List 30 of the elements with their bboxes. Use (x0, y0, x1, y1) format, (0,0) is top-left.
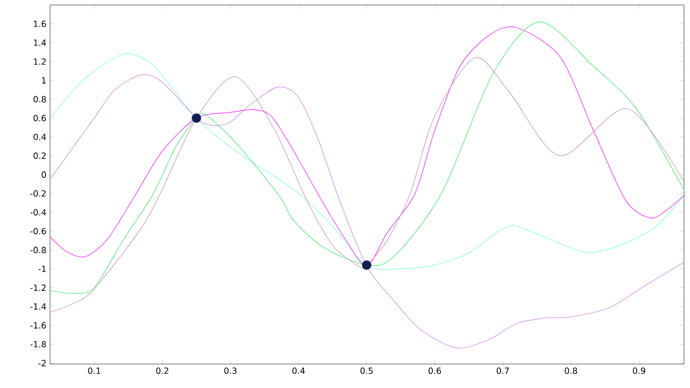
x-tick-label: 0.5 (360, 368, 373, 374)
y-tick-label: 1.2 (34, 58, 46, 65)
line-series (50, 57, 684, 312)
y-tick-label: -1.4 (30, 303, 46, 310)
y-tick-label: -1.2 (30, 284, 46, 291)
y-tick-label: 1 (42, 77, 46, 84)
y-tick-label: -1.6 (30, 322, 46, 329)
x-tick-label: 0.6 (428, 368, 441, 374)
x-tick-label: 0.1 (88, 368, 100, 374)
line-series (50, 74, 684, 348)
y-tick-label: -0.2 (30, 190, 46, 197)
y-tick-label: -1.8 (30, 341, 46, 348)
y-tick-label: 0.6 (34, 114, 46, 122)
y-tick-label: -0.6 (30, 228, 46, 234)
y-tick-label: 0 (42, 171, 46, 178)
y-tick-label: 0.2 (34, 152, 46, 159)
y-tick-label: 0.8 (34, 96, 46, 102)
y-tick-label: -2 (38, 360, 46, 366)
y-tick-label: 1.4 (34, 40, 46, 46)
x-tick-label: 0.9 (632, 368, 646, 374)
y-tick-label: -0.8 (30, 246, 46, 254)
x-tick-label: 0.3 (224, 368, 237, 374)
x-tick-label: 0.7 (496, 368, 509, 374)
x-tick-label: 0.8 (564, 368, 578, 374)
x-tick-label: 0.4 (292, 368, 305, 374)
y-tick-label: -0.4 (30, 209, 46, 216)
y-tick-label: 1.6 (34, 20, 46, 28)
y-tick-label: -1 (38, 266, 46, 272)
y-tick-label: 0.4 (34, 134, 46, 140)
x-tick-label: 0.2 (156, 368, 168, 374)
